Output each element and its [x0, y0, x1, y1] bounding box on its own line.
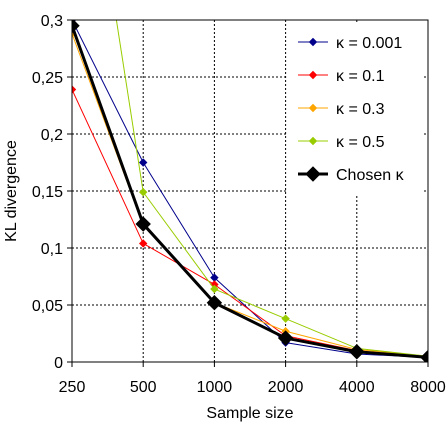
legend-swatch-marker: [308, 136, 318, 146]
legend-label: κ = 0.3: [336, 101, 385, 118]
x-axis-title: Sample size: [206, 405, 293, 422]
y-tick-label: 0,1: [41, 241, 63, 258]
y-tick-label: 0,2: [41, 127, 63, 144]
y-axis-title: KL divergence: [3, 140, 20, 242]
series-line: [72, 25, 428, 359]
y-tick-label: 0,25: [32, 70, 63, 87]
series-layer: [72, 20, 428, 362]
legend-label: κ = 0.5: [336, 134, 385, 151]
legend-item: κ = 0.001: [298, 35, 402, 52]
x-axis-ticks: 250 500 1000 2000 4000 8000: [59, 362, 446, 396]
data-point: [72, 20, 80, 34]
legend: κ = 0.001 κ = 0.1 κ = 0.3 κ = 0.5 Chosen κ: [288, 24, 424, 196]
series-4: [72, 20, 428, 362]
legend-label: Chosen κ: [336, 167, 405, 184]
data-point: [210, 284, 219, 294]
x-tick-label: 1000: [197, 379, 233, 396]
legend-label: κ = 0.001: [336, 35, 402, 52]
x-tick-label: 8000: [410, 379, 446, 396]
y-axis-ticks: 0 0,05 0,1 0,15 0,2 0,25 0,3: [32, 13, 72, 372]
x-tick-label: 4000: [339, 379, 375, 396]
data-point: [135, 216, 151, 232]
x-tick-label: 250: [59, 379, 86, 396]
x-tick-label: 500: [130, 379, 157, 396]
legend-swatch-marker: [308, 70, 318, 80]
data-point: [420, 349, 428, 362]
series-line: [115, 20, 428, 357]
legend-item: κ = 0.3: [298, 101, 385, 118]
legend-swatch-marker: [305, 166, 321, 182]
legend-item: κ = 0.5: [298, 134, 385, 151]
legend-background: [288, 24, 424, 196]
legend-swatch-marker: [308, 37, 318, 47]
data-point: [206, 295, 223, 311]
data-point: [138, 187, 148, 197]
data-point: [72, 85, 77, 94]
data-point: [138, 239, 148, 248]
y-tick-label: 0,3: [41, 13, 63, 30]
data-point: [281, 314, 290, 323]
y-tick-label: 0,15: [32, 184, 63, 201]
legend-item: κ = 0.1: [298, 68, 385, 85]
x-tick-label: 2000: [268, 379, 304, 396]
data-point: [349, 344, 365, 360]
y-tick-label: 0,05: [32, 298, 63, 315]
data-point: [277, 330, 294, 346]
y-tick-label: 0: [54, 355, 63, 372]
legend-label: κ = 0.1: [336, 68, 385, 85]
data-point: [138, 158, 148, 167]
legend-item: Chosen κ: [298, 166, 405, 184]
legend-swatch-marker: [308, 103, 318, 113]
